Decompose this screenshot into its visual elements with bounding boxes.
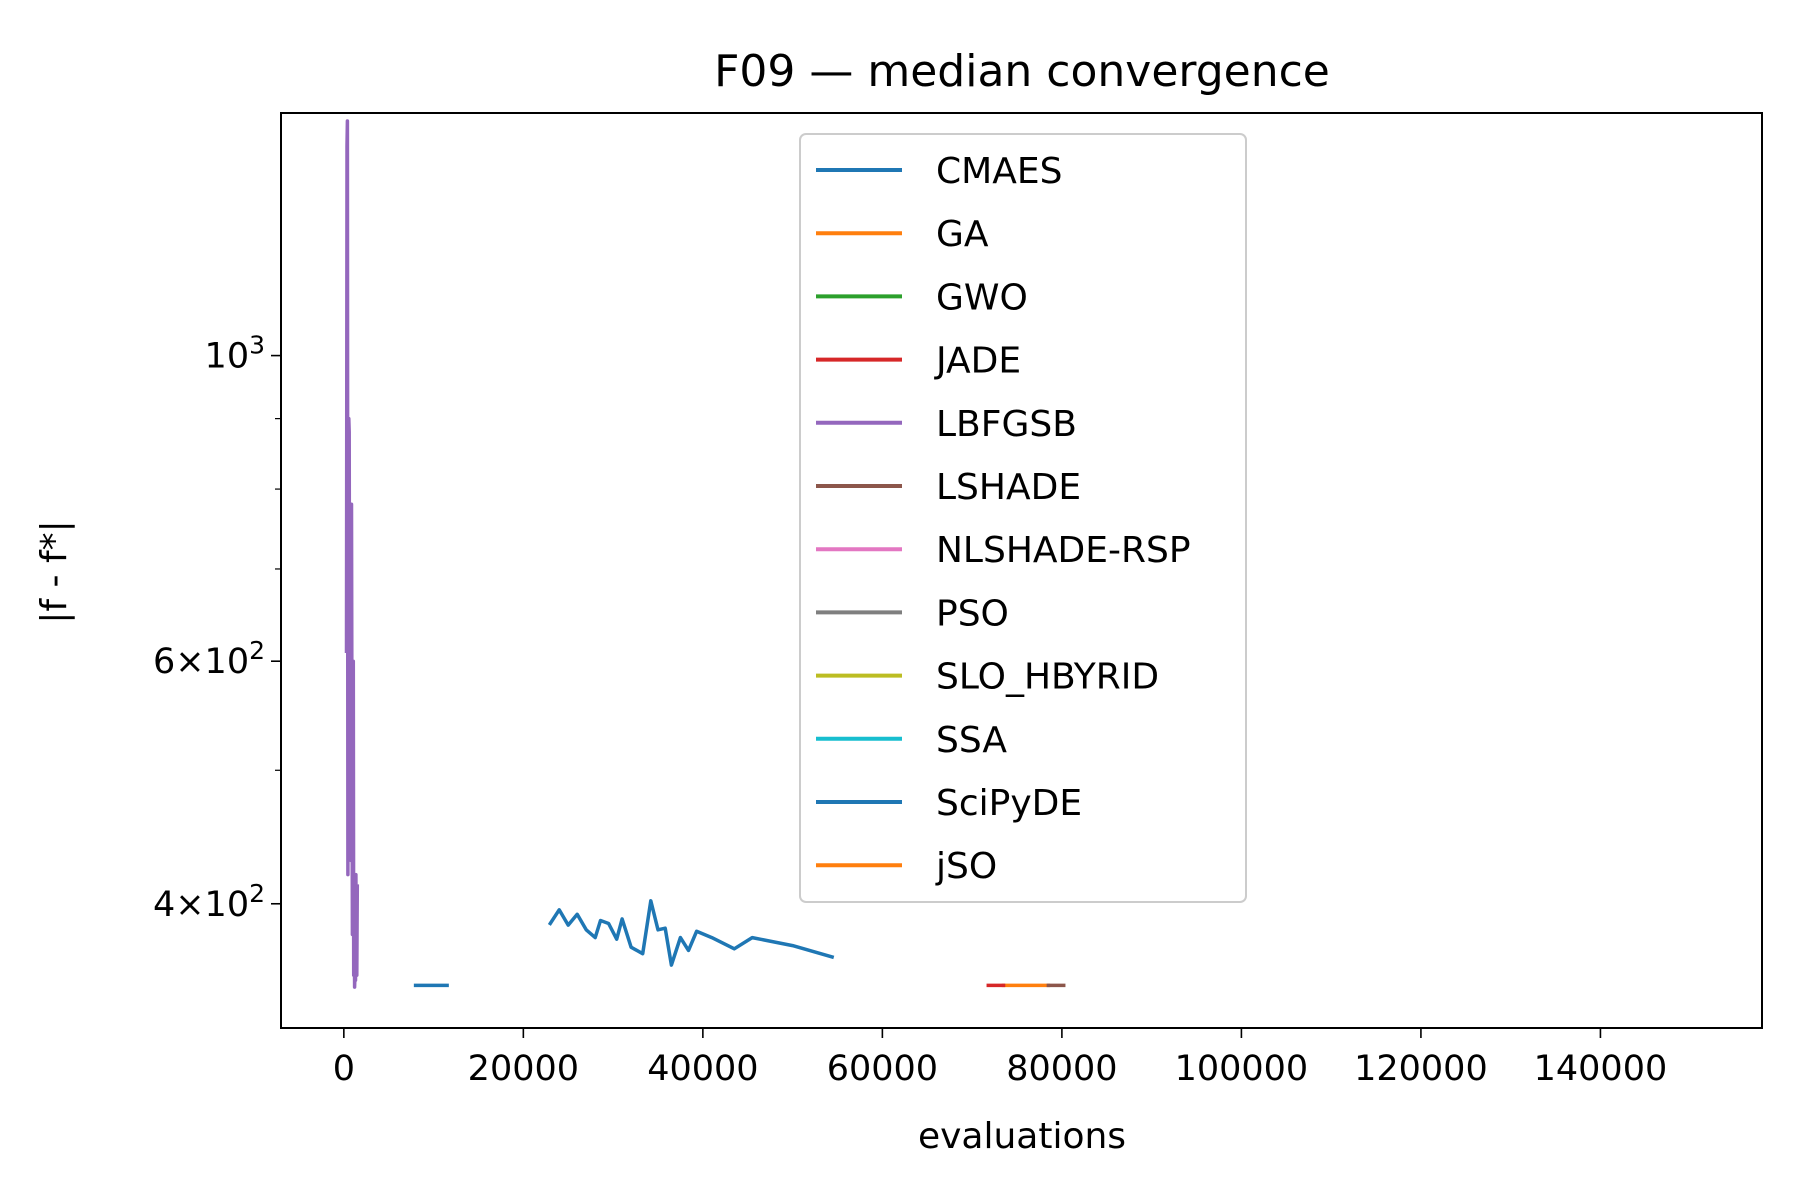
x-tick-label: 40000 [647, 1049, 758, 1089]
y-tick-label: 103 [205, 331, 265, 377]
x-tick-label: 60000 [827, 1049, 938, 1089]
legend-label-gwo: GWO [936, 277, 1028, 318]
legend: CMAES GA GWO JADE LBFGSB LSHADE NLSHADE-RSP PSO… [799, 133, 1247, 903]
plot-frame [280, 112, 1763, 1029]
legend-label-jade: JADE [934, 341, 1021, 382]
x-axis-title: evaluations [918, 1116, 1126, 1157]
legend-label-jso: jSO [935, 846, 997, 887]
y-tick-label: 4×102 [153, 879, 265, 925]
series-line-cmaes [547, 899, 835, 967]
legend-label-lbfgsb: LBFGSB [936, 404, 1077, 445]
x-tick-label: 20000 [468, 1049, 579, 1089]
series-lines [344, 119, 1066, 989]
legend-label-pso: PSO [936, 593, 1009, 634]
legend-label-scipyde: SciPyDE [936, 783, 1082, 824]
x-tick-label: 100000 [1175, 1049, 1309, 1089]
legend-box [799, 133, 1247, 903]
x-tick-label: 80000 [1006, 1049, 1117, 1089]
x-axis: 0 20000 40000 60000 80000 100000 120000 140000 [333, 1028, 1668, 1089]
legend-label-ssa: SSA [936, 720, 1007, 761]
y-axis: 4×102 6×102 103 [153, 331, 281, 925]
y-tick-label: 6×102 [153, 636, 265, 682]
legend-label-lshade: LSHADE [936, 467, 1081, 508]
x-tick-label: 140000 [1534, 1049, 1668, 1089]
x-tick-label: 0 [333, 1049, 355, 1089]
legend-label-nlshade-rsp: NLSHADE-RSP [936, 530, 1191, 571]
y-axis-title: |f - f*| [34, 520, 75, 623]
x-tick-label: 120000 [1354, 1049, 1488, 1089]
plot-area [280, 112, 1763, 1029]
legend-label-slo-hbyrid: SLO_HBYRID [936, 657, 1159, 698]
legend-label-cmaes: CMAES [936, 151, 1062, 192]
legend-label-ga: GA [936, 214, 989, 255]
chart-title: F09 — median convergence [714, 46, 1330, 97]
series-line-lbfgsb [344, 119, 360, 989]
